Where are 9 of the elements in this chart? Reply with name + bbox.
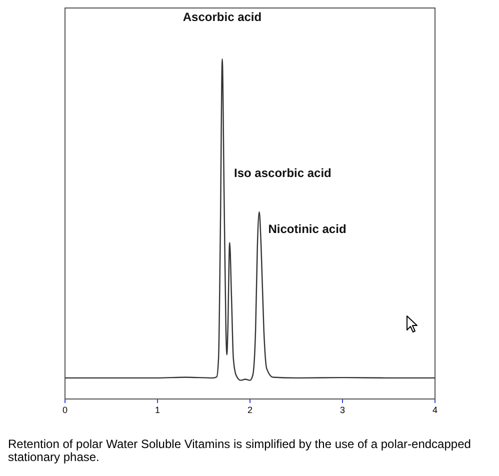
x-tick-label: 3: [340, 405, 346, 415]
annotation: Nicotinic acid: [268, 222, 346, 236]
x-tick-label: 0: [62, 405, 68, 415]
x-tick-label: 1: [154, 405, 160, 415]
x-tick-label: 2: [247, 405, 253, 415]
annotation: Iso ascorbic acid: [234, 166, 332, 180]
annotation: Ascorbic acid: [182, 10, 262, 24]
x-tick-label: 4: [432, 405, 438, 415]
text: Retention of polar Water Soluble Vitamins is simplified by the use of a polar-endcapped stationary phase.: [8, 437, 472, 464]
